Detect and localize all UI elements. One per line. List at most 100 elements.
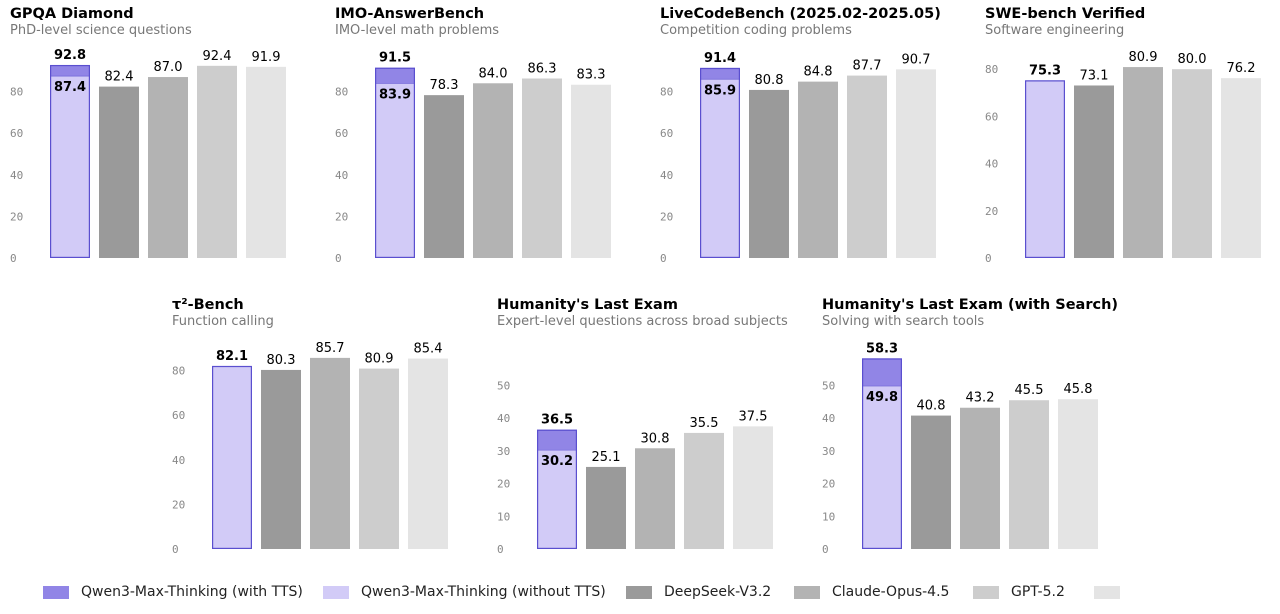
- bar-claude: [635, 448, 675, 549]
- bar-model-5: [571, 84, 611, 259]
- legend-swatch: [43, 585, 69, 599]
- value-label: 80.9: [1129, 50, 1158, 65]
- bar-qwen-outline: [49, 64, 90, 259]
- legend-label: DeepSeek-V3.2: [664, 584, 772, 600]
- value-label: 80.3: [267, 353, 296, 368]
- bar-deepseek: [586, 466, 626, 549]
- value-label: 30.8: [641, 431, 670, 446]
- bar-model-5: [733, 426, 773, 549]
- y-tick-label: 0: [660, 252, 667, 265]
- chart-title: Humanity's Last Exam (with Search): [822, 297, 1119, 313]
- bar-claude: [798, 81, 838, 258]
- chart-subtitle: PhD-level science questions: [10, 23, 192, 38]
- y-tick-label: 0: [10, 252, 17, 265]
- value-label: 91.5: [379, 51, 411, 66]
- bar-qwen-no-tts: [212, 365, 252, 549]
- value-label: 80.0: [1178, 52, 1207, 67]
- bar-claude: [473, 83, 513, 258]
- y-tick-label: 0: [335, 252, 342, 265]
- chart-title: Humanity's Last Exam: [497, 297, 678, 313]
- y-tick-label: 20: [497, 478, 510, 491]
- bar-gpt: [359, 368, 399, 549]
- y-tick-label: 20: [660, 210, 673, 223]
- bar-chart: 0 20 40 60 80 91.4 85.9 80.8 84.8 87.7 90.7: [660, 51, 936, 265]
- chart-subtitle: Competition coding problems: [660, 23, 852, 38]
- bar-qwen-tts-increment: [537, 429, 577, 451]
- value-label: 92.4: [203, 49, 232, 64]
- bar-deepseek: [749, 89, 789, 258]
- y-tick-label: 50: [822, 380, 835, 393]
- y-tick-label: 0: [172, 543, 179, 556]
- chart-subtitle: Software engineering: [985, 23, 1125, 38]
- y-tick-label: 20: [822, 478, 835, 491]
- value-label: 73.1: [1080, 68, 1109, 83]
- bar-qwen-outline: [861, 358, 902, 549]
- y-tick-label: 80: [10, 86, 23, 99]
- bar-qwen-tts-increment: [862, 358, 902, 387]
- bar-deepseek: [99, 86, 139, 258]
- bar-claude: [1123, 67, 1163, 258]
- value-label: 35.5: [690, 416, 719, 431]
- legend-item: DeepSeek-V3.2: [626, 578, 771, 606]
- bar-model-5: [896, 69, 936, 259]
- chart-title: GPQA Diamond: [10, 6, 134, 22]
- bar-qwen-no-tts: [537, 450, 577, 549]
- y-tick-label: 60: [985, 110, 998, 123]
- bar-chart: 0 20 40 60 80 82.1 80.3 85.7 80.9 85.4: [172, 341, 448, 556]
- bar-gpt: [522, 78, 562, 258]
- value-label: 43.2: [966, 391, 995, 406]
- y-tick-label: 80: [335, 86, 348, 99]
- chart-title: IMO-AnswerBench: [335, 6, 485, 22]
- value-label: 30.2: [541, 454, 573, 469]
- legend-swatch: [973, 585, 999, 599]
- bar-claude: [960, 407, 1000, 549]
- bar-claude: [310, 357, 350, 549]
- y-tick-label: 80: [172, 365, 185, 378]
- y-tick-label: 20: [985, 205, 998, 218]
- value-label: 36.5: [541, 413, 573, 428]
- value-label: 78.3: [430, 78, 459, 93]
- value-label: 83.3: [577, 68, 606, 83]
- chart-subtitle: IMO-level math problems: [335, 23, 500, 38]
- legend-label: Qwen3-Max-Thinking (with TTS): [81, 584, 303, 600]
- y-tick-label: 50: [497, 380, 510, 393]
- chart-subtitle: Function calling: [172, 314, 274, 329]
- value-label: 85.4: [414, 342, 443, 357]
- value-label: 87.7: [853, 59, 882, 74]
- y-tick-label: 80: [985, 63, 998, 76]
- bar-qwen-no-tts: [862, 386, 902, 549]
- legend: Qwen3-Max-Thinking (with TTS) Qwen3-Max-T…: [0, 578, 1280, 606]
- value-label: 91.4: [704, 51, 736, 66]
- legend-swatch: [1094, 585, 1120, 599]
- value-label: 90.7: [902, 52, 931, 67]
- bar-qwen-tts-increment: [50, 64, 90, 77]
- value-label: 82.1: [216, 349, 248, 364]
- bar-chart: 0 10 20 30 40 50 36.5 30.2 25.1 30.8 35.5 37.5: [497, 380, 773, 556]
- chart-title: τ²-Bench: [172, 297, 244, 313]
- y-tick-label: 60: [172, 409, 185, 422]
- y-tick-label: 30: [822, 445, 835, 458]
- value-label: 45.8: [1064, 382, 1093, 397]
- y-tick-label: 40: [660, 169, 673, 182]
- chart-subtitle: Solving with search tools: [822, 314, 985, 329]
- bar-chart: 0 20 40 60 80 75.3 73.1 80.9 80.0 76.2: [985, 50, 1261, 265]
- value-label: 87.4: [54, 80, 86, 95]
- bar-deepseek: [911, 415, 951, 549]
- value-label: 76.2: [1227, 61, 1256, 76]
- bar-chart: 0 20 40 60 80 92.8 87.4 82.4 87.0 92.4 91.9: [10, 48, 286, 265]
- value-label: 87.0: [154, 60, 183, 75]
- value-label: 25.1: [592, 450, 621, 465]
- legend-item: GPT-5.2: [973, 578, 1065, 606]
- value-label: 91.9: [252, 50, 281, 65]
- bar-gpt: [1172, 69, 1212, 258]
- bar-qwen-outline: [1024, 80, 1065, 258]
- bar-gpt: [847, 75, 887, 258]
- value-label: 49.8: [866, 390, 898, 405]
- legend-swatch: [626, 585, 652, 599]
- legend-label: GPT-5.2: [1011, 584, 1065, 600]
- value-label: 83.9: [379, 87, 411, 102]
- y-tick-label: 40: [172, 454, 185, 467]
- y-tick-label: 0: [985, 252, 992, 265]
- bar-qwen-no-tts: [375, 83, 415, 258]
